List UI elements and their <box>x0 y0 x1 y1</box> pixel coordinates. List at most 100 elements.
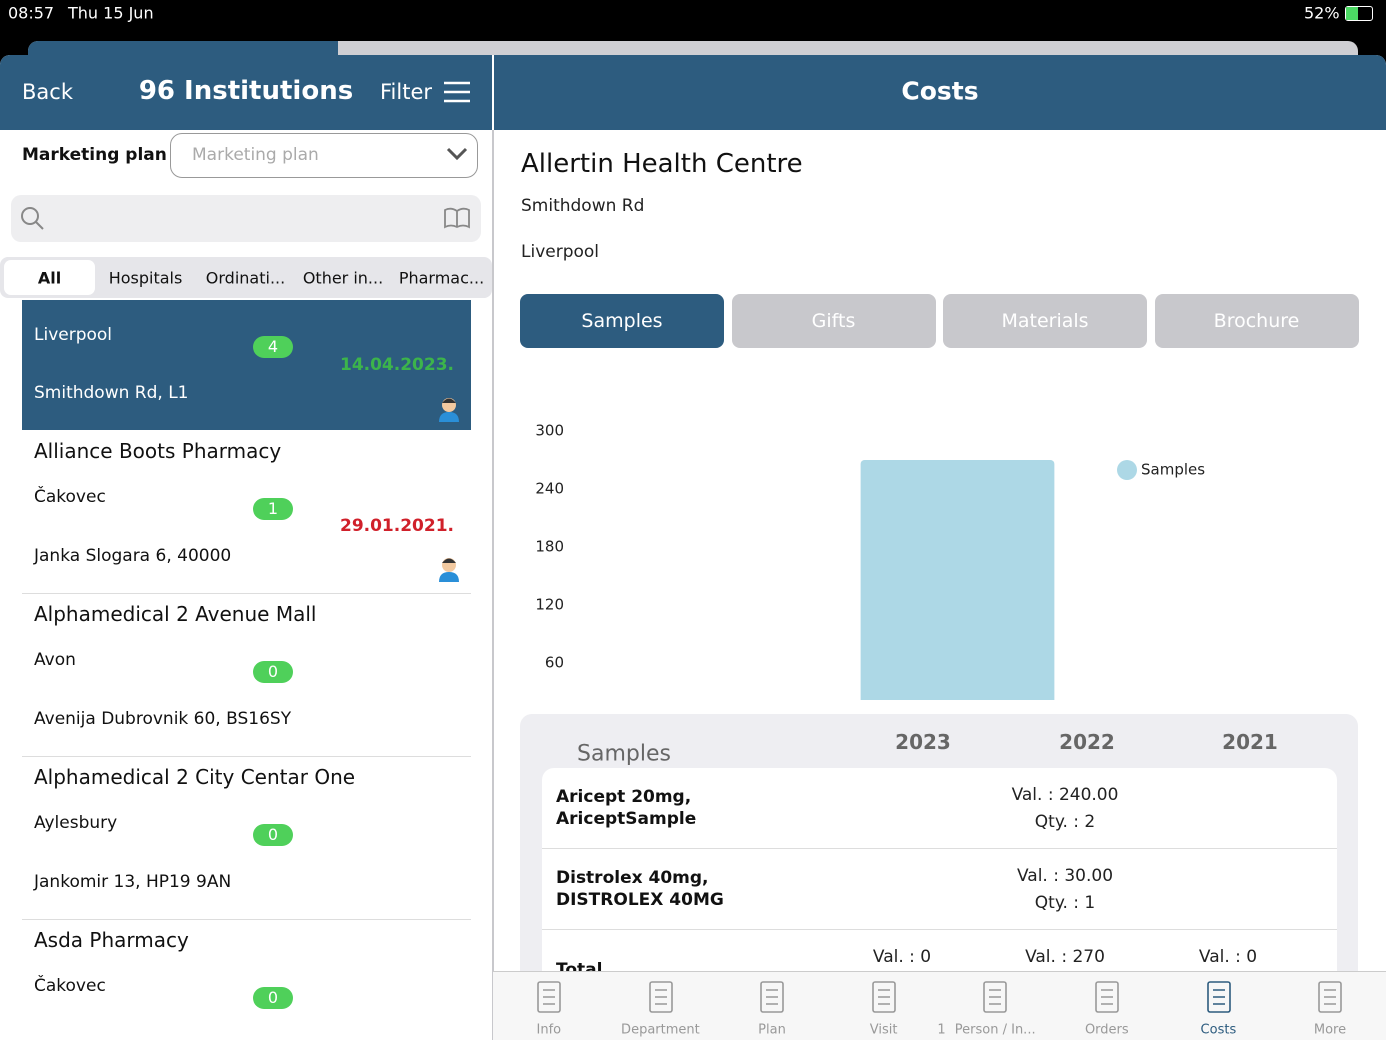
institution-name: Alliance Boots Pharmacy <box>34 439 282 463</box>
institution-address: Janka Slogara 6, 40000 <box>34 546 232 566</box>
row-value: Val. : 240.00 <box>1011 785 1119 805</box>
institution-city: Liverpool <box>34 325 113 345</box>
search-icon <box>21 207 44 230</box>
institution-city: Aylesbury <box>34 813 118 833</box>
tab-icon <box>1091 980 1123 1014</box>
segment-tab[interactable]: Other in... <box>296 260 390 295</box>
chart: 060120180240300202320222021Samples <box>535 422 1205 700</box>
detail-city: Liverpool <box>521 242 600 262</box>
filter-button[interactable]: Filter <box>380 80 433 104</box>
tab-item[interactable]: More <box>1274 972 1386 1040</box>
total-value: Val. : 0 <box>1198 947 1258 967</box>
cost-tab-label: Gifts <box>811 310 856 332</box>
row-separator <box>542 929 1337 930</box>
tab-icon <box>533 980 565 1014</box>
y-tick-label: 60 <box>545 654 564 672</box>
select-placeholder: Marketing plan <box>192 145 319 165</box>
segment-tab[interactable]: Ordinati... <box>197 260 294 295</box>
left-title: 96 Institutions <box>138 76 354 106</box>
tab-item[interactable]: Visit <box>828 972 940 1040</box>
tab-item[interactable]: Info <box>493 972 605 1040</box>
tab-bar: Info Department Plan Visit Person / In... 1 Or… <box>493 971 1386 1040</box>
segment-label: Other in... <box>302 268 384 287</box>
person-badge: 1 <box>937 1022 946 1038</box>
segment-label: Pharmac... <box>398 268 485 287</box>
battery-icon <box>1345 6 1373 21</box>
count-badge: 0 <box>253 661 293 683</box>
cost-tab-label: Samples <box>581 310 663 332</box>
institution-address: Jankomir 13, HP19 9AN <box>34 872 232 892</box>
tab-icon <box>868 980 900 1014</box>
tab-item[interactable]: Costs <box>1163 972 1275 1040</box>
column-header: 2022 <box>1059 730 1115 754</box>
institution-list: Liverpool 4 14.04.2023. Smithdown Rd, L1 All… <box>22 300 471 1040</box>
person-icon <box>438 556 460 582</box>
institution-name: Alphamedical 2 Avenue Mall <box>34 602 317 626</box>
chevron <box>446 147 468 161</box>
institution-name: Asda Pharmacy <box>34 928 189 952</box>
tab-item[interactable]: Person / In... 1 <box>937 972 1051 1040</box>
table-title: Samples <box>577 741 671 767</box>
institution-address: Avenija Dubrovnik 60, BS16SY <box>34 709 292 729</box>
y-tick-label: 180 <box>535 538 564 556</box>
tab-item[interactable]: Plan <box>716 972 828 1040</box>
sheet: Back 96 Institutions Filter Costs Market… <box>0 55 1386 1040</box>
row-qty: Qty. : 1 <box>1034 893 1096 913</box>
segment-tab[interactable]: All <box>4 260 95 295</box>
back-button[interactable]: Back <box>22 80 73 104</box>
row-separator <box>542 848 1337 849</box>
institution-item[interactable]: Alphamedical 2 City Centar One Aylesbury 0… <box>22 757 471 920</box>
total-value: Val. : 270 <box>1025 947 1105 967</box>
column-header: 2021 <box>1222 730 1278 754</box>
tab-label: Visit <box>869 1022 898 1038</box>
count-badge: 0 <box>253 987 293 1009</box>
segment-label: All <box>37 268 62 287</box>
segment-tab[interactable]: Hospitals <box>96 260 195 295</box>
segment-label: Ordinati... <box>205 268 286 287</box>
institution-name: Alphamedical 2 City Centar One <box>34 765 356 789</box>
tab-icon <box>756 980 788 1014</box>
tab-label: Person / In... <box>954 1022 1036 1038</box>
left-header <box>0 55 492 130</box>
tab-item[interactable]: Department <box>605 972 717 1040</box>
tab-icon <box>1203 980 1235 1014</box>
column-header: 2023 <box>895 730 951 754</box>
institution-item[interactable]: Alliance Boots Pharmacy Čakovec 1 29.01.202… <box>22 431 471 594</box>
legend-swatch <box>1117 460 1137 480</box>
bar <box>860 460 1055 700</box>
institution-item[interactable]: Alphamedical 2 Avenue Mall Avon 0 Avenija D… <box>22 594 471 757</box>
institution-item[interactable]: Liverpool 4 14.04.2023. Smithdown Rd, L1 <box>22 300 471 430</box>
segment-tab[interactable]: Pharmac... <box>392 260 491 295</box>
search-box[interactable] <box>11 195 481 242</box>
cost-tab[interactable]: Materials <box>943 294 1147 348</box>
row-name: Aricept 20mg, AriceptSample <box>556 787 697 829</box>
institution-city: Čakovec <box>34 976 106 996</box>
cost-tab-label: Brochure <box>1213 310 1300 332</box>
tab-label: Costs <box>1200 1022 1237 1038</box>
institution-item[interactable]: Asda Pharmacy Čakovec 0 <box>22 920 471 1040</box>
marketing-plan-select[interactable] <box>170 133 478 178</box>
tab-item[interactable]: Orders <box>1051 972 1163 1040</box>
marketing-plan-label: Marketing plan <box>22 145 167 165</box>
person-icon <box>438 396 460 422</box>
segment-label: Hospitals <box>108 268 183 287</box>
tab-label: Plan <box>758 1022 786 1038</box>
row-name: Distrolex 40mg, DISTROLEX 40MG <box>556 868 724 910</box>
book-icon <box>444 207 470 229</box>
legend-label: Samples <box>1141 461 1205 479</box>
cost-tab[interactable]: Gifts <box>731 294 936 348</box>
institution-city: Avon <box>34 650 76 670</box>
y-tick-label: 120 <box>535 596 564 614</box>
row-value: Val. : 30.00 <box>1016 866 1114 886</box>
cost-tab[interactable]: Samples <box>520 294 724 348</box>
right-header <box>494 55 1386 130</box>
status-date: Thu 15 Jun <box>68 3 154 23</box>
tab-label: Info <box>536 1022 562 1038</box>
institution-city: Čakovec <box>34 487 106 507</box>
right-title: Costs <box>901 76 979 106</box>
cost-tab[interactable]: Brochure <box>1154 294 1359 348</box>
tab-icon <box>979 980 1011 1014</box>
battery-level: 52% <box>1304 3 1340 23</box>
row-qty: Qty. : 2 <box>1034 812 1096 832</box>
